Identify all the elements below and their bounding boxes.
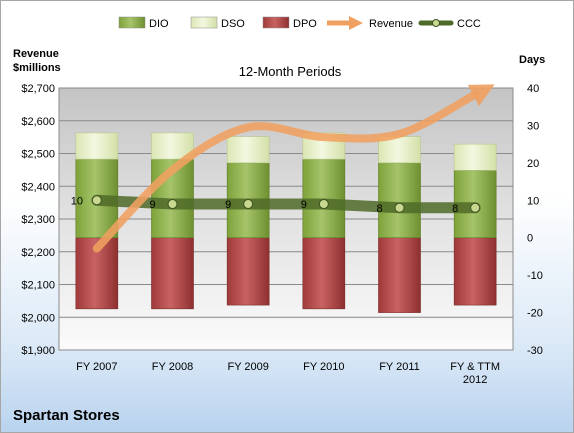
ccc-data-label: 9	[301, 199, 307, 211]
ccc-data-label: 8	[452, 203, 458, 215]
left-tick-label: $2,700	[21, 83, 55, 95]
ccc-marker	[91, 195, 102, 206]
right-tick-label: -30	[527, 345, 543, 357]
legend-swatch-dpo	[262, 16, 290, 29]
ccc-marker	[318, 199, 329, 210]
dso-bar	[453, 143, 497, 171]
right-tick-label: -20	[527, 308, 543, 320]
right-tick-label: 40	[527, 83, 539, 95]
category-label: FY & TTM 2012	[450, 361, 500, 386]
legend-swatch-revenue-arrowhead	[349, 16, 363, 30]
legend-label-dio: DIO	[149, 18, 169, 30]
ccc-marker	[243, 199, 254, 210]
right-tick-label: 10	[527, 195, 539, 207]
category-label: FY 2011	[379, 361, 420, 373]
category-label: FY 2007	[76, 361, 117, 373]
category-label: FY 2010	[303, 361, 344, 373]
dpo-bar	[453, 237, 497, 306]
chart-title: 12-Month Periods	[239, 64, 342, 79]
left-tick-label: $1,900	[21, 345, 55, 357]
ccc-marker	[394, 202, 405, 213]
legend-swatch-dso	[190, 16, 218, 29]
revenue-arrowhead	[467, 84, 495, 107]
dio-bar	[378, 162, 421, 239]
legend-label-dpo: DPO	[293, 18, 317, 30]
right-tick-label: 20	[527, 158, 539, 170]
ccc-line	[91, 194, 481, 214]
left-tick-label: $2,300	[21, 214, 55, 226]
ccc-data-label: 9	[225, 199, 231, 211]
legend-swatch-ccc-marker	[432, 19, 440, 27]
ccc-marker	[167, 199, 178, 210]
legend-label-revenue: Revenue	[369, 18, 413, 30]
right-axis-label: Days	[519, 54, 545, 66]
right-tick-label: -10	[527, 270, 543, 282]
legend-swatch-dio	[118, 16, 146, 29]
left-tick-label: $2,500	[21, 149, 55, 161]
dso-bar	[378, 136, 421, 164]
ccc-marker	[470, 202, 481, 213]
ccc-data-label: 9	[149, 199, 155, 211]
dso-bar	[75, 132, 119, 160]
left-tick-label: $2,600	[21, 116, 55, 128]
left-tick-label: $2,200	[21, 247, 55, 259]
right-tick-label: 0	[527, 233, 533, 245]
right-tick-label: 30	[527, 120, 539, 132]
left-tick-label: $2,400	[21, 181, 55, 193]
ccc-data-label: 8	[376, 203, 382, 215]
company-name: Spartan Stores	[13, 407, 120, 424]
revenue-line	[92, 90, 480, 253]
dpo-bar	[226, 237, 270, 306]
dpo-bar	[302, 237, 346, 310]
left-axis-label-line1: Revenue	[13, 48, 59, 60]
ccc-data-label: 10	[71, 195, 83, 207]
legend-label-dso: DSO	[221, 18, 245, 30]
dio-bar	[302, 158, 346, 239]
left-axis-label-line2: $millions	[13, 62, 61, 74]
dso-bar	[226, 136, 270, 164]
category-label: FY 2008	[152, 361, 193, 373]
legend-label-ccc: CCC	[457, 18, 481, 30]
left-tick-label: $2,100	[21, 280, 55, 292]
category-label: FY 2009	[227, 361, 268, 373]
dpo-bar	[151, 237, 194, 310]
left-tick-label: $2,000	[21, 312, 55, 324]
dpo-bar	[378, 237, 421, 313]
